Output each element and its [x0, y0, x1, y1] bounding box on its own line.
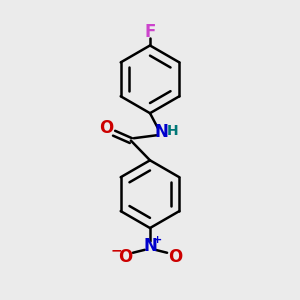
- Text: F: F: [144, 23, 156, 41]
- Text: N: N: [143, 237, 157, 255]
- Text: O: O: [168, 248, 182, 266]
- Text: O: O: [118, 248, 132, 266]
- Text: H: H: [167, 124, 179, 138]
- Text: N: N: [155, 123, 169, 141]
- Text: +: +: [153, 235, 162, 245]
- Text: O: O: [100, 119, 114, 137]
- Text: −: −: [110, 244, 122, 258]
